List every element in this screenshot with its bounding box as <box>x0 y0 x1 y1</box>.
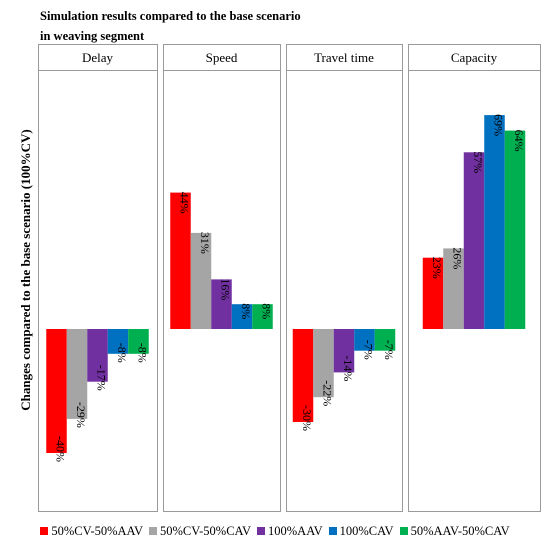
bar-capacity-2 <box>443 248 464 329</box>
bar-capacity-5 <box>504 130 526 329</box>
legend-swatch <box>149 527 157 535</box>
bar-capacity-4 <box>484 115 505 329</box>
data-label: -30% <box>300 405 314 431</box>
legend-item: 50%AAV-50%CAV <box>399 524 510 539</box>
panel-header-travel-time: Travel time <box>314 50 374 65</box>
bar-delay-4 <box>107 329 129 354</box>
legend-item: 100%AAV <box>257 524 323 539</box>
data-label: -8% <box>136 343 150 363</box>
bar-capacity-1 <box>422 257 444 329</box>
data-label: 8% <box>260 303 274 319</box>
bar-travel-time-2 <box>313 329 334 398</box>
data-label: 8% <box>239 303 253 319</box>
bar-delay-1 <box>46 329 67 453</box>
legend-label: 50%CV-50%CAV <box>160 524 251 538</box>
legend-label: 100%AAV <box>268 524 323 538</box>
data-label: 23% <box>430 257 444 279</box>
legend-item: 50%CV-50%CAV <box>149 524 251 539</box>
bar-speed-4 <box>231 304 253 329</box>
legend-item: 50%CV-50%AAV <box>40 524 143 539</box>
bar-speed-5 <box>252 304 273 329</box>
data-label: -8% <box>115 343 129 363</box>
data-label: -17% <box>95 365 109 391</box>
bar-speed-2 <box>190 232 212 329</box>
panel-frame-capacity <box>408 44 541 512</box>
data-label: -29% <box>74 402 88 428</box>
legend: 50%CV-50%AAV 50%CV-50%CAV 100%AAV 100%CAV 50… <box>0 524 550 539</box>
chart-subtitle: in weaving segment <box>40 29 145 43</box>
chart-title: Simulation results compared to the base … <box>40 9 301 23</box>
bar-delay-2 <box>66 329 88 419</box>
data-label: 57% <box>471 151 485 173</box>
chart-area: Delay -40% -29% -17% -8% -8% Speed 44% 31% 16% 8% 8… <box>38 44 541 512</box>
legend-swatch <box>257 527 265 535</box>
panel-frame-delay <box>38 44 158 512</box>
legend-label: 100%CAV <box>339 524 394 538</box>
data-label: -7% <box>382 340 396 360</box>
panel-header-delay: Delay <box>82 50 114 65</box>
bar-travel-time-4 <box>354 329 375 351</box>
data-label: -40% <box>54 436 68 462</box>
data-label: 64% <box>512 130 526 152</box>
data-label: -7% <box>362 340 376 360</box>
panel-frame-travel-time <box>286 44 403 512</box>
legend-swatch <box>328 527 337 535</box>
data-label: -22% <box>321 380 335 406</box>
data-label: 69% <box>492 114 506 136</box>
bar-delay-3 <box>87 329 108 382</box>
bar-speed-1 <box>170 192 191 329</box>
bar-travel-time-5 <box>374 329 396 351</box>
legend-label: 50%AAV-50%CAV <box>410 524 510 538</box>
legend-swatch <box>40 527 49 535</box>
data-label: 31% <box>198 232 212 254</box>
panel-frame-speed <box>163 44 281 512</box>
bar-speed-3 <box>211 279 232 329</box>
bar-delay-5 <box>128 329 149 354</box>
legend-swatch <box>399 527 408 535</box>
panel-header-capacity: Capacity <box>451 50 498 65</box>
legend-item: 100%CAV <box>328 524 394 539</box>
data-label: 16% <box>219 278 233 300</box>
bar-travel-time-1 <box>292 329 314 422</box>
data-label: 26% <box>451 247 465 269</box>
data-label: -14% <box>341 355 355 381</box>
bar-capacity-3 <box>463 152 485 329</box>
panel-header-speed: Speed <box>206 50 238 65</box>
data-label: 44% <box>178 192 192 214</box>
bar-travel-time-3 <box>333 329 355 373</box>
legend-label: 50%CV-50%AAV <box>51 524 143 538</box>
